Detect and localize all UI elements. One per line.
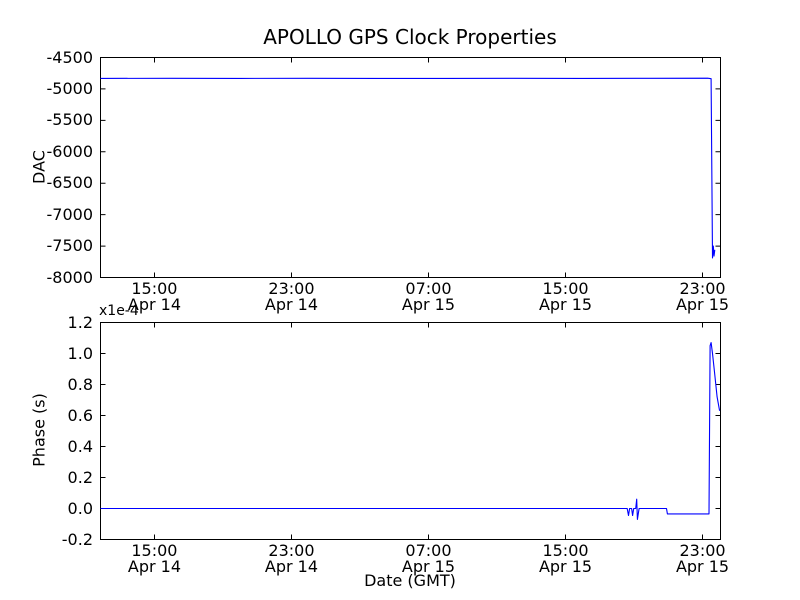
y-tick-label: -5500 [46, 110, 94, 130]
axes-frame [100, 57, 721, 278]
x-tick-date: Apr 15 [675, 295, 730, 314]
x-tick-label: 15:00 Apr 14 [94, 543, 214, 575]
x-tick-date: Apr 15 [401, 557, 456, 576]
x-tick-time: 15:00 [542, 279, 589, 298]
x-tick-time: 15:00 [131, 541, 178, 560]
x-tick-date: Apr 14 [127, 557, 181, 576]
y-tick-label: -5000 [46, 78, 94, 98]
y-tick-label: -6000 [46, 141, 94, 161]
y-tick-label: 0.0 [67, 498, 93, 518]
x-tick-label: 15:00 Apr 14 [94, 281, 214, 313]
x-tick-label: 23:00 Apr 14 [231, 281, 351, 313]
tick-marks [100, 57, 721, 278]
x-tick-label: 23:00 Apr 15 [643, 543, 763, 575]
x-tick-time: 15:00 [131, 279, 178, 298]
x-tick-label: 07:00 Apr 15 [368, 281, 488, 313]
axes-frame [100, 322, 721, 540]
x-tick-date: Apr 15 [401, 295, 456, 314]
x-tick-date: Apr 15 [538, 557, 593, 576]
x-axis-label: Date (GMT) [364, 571, 456, 590]
x-tick-time: 15:00 [542, 541, 589, 560]
x-tick-time: 23:00 [679, 541, 726, 560]
y-tick-label: 0.4 [67, 436, 93, 456]
y-offset-multiplier: x1e-4 [99, 303, 139, 319]
x-tick-time: 23:00 [268, 279, 315, 298]
y-tick-label: 1.2 [67, 312, 93, 332]
bottom-plot-phase-axes [100, 322, 721, 540]
y-tick-label: 0.2 [67, 467, 93, 487]
x-tick-time: 23:00 [268, 541, 315, 560]
y-tick-label: -7500 [46, 236, 94, 256]
phase-line [100, 342, 721, 520]
y-tick-label: -0.2 [61, 529, 93, 549]
phase-y-axis-label: Phase (s) [29, 393, 49, 467]
y-tick-label: 0.8 [67, 374, 93, 394]
x-tick-date: Apr 14 [264, 557, 319, 576]
y-tick-label: -8000 [46, 267, 94, 287]
x-tick-date: Apr 15 [538, 295, 593, 314]
top-plot-dac-axes [100, 57, 721, 278]
x-tick-date: Apr 14 [127, 295, 181, 314]
x-tick-date: Apr 14 [264, 295, 319, 314]
x-tick-label: 15:00 Apr 15 [506, 281, 626, 313]
x-tick-date: Apr 15 [675, 557, 730, 576]
x-tick-time: 07:00 [405, 279, 452, 298]
x-tick-label: 07:00 Apr 15 [368, 543, 488, 575]
y-tick-label: -7000 [46, 204, 94, 224]
x-tick-label: 15:00 Apr 15 [506, 543, 626, 575]
x-tick-label: 23:00 Apr 15 [643, 281, 763, 313]
y-tick-label: -6500 [46, 173, 94, 193]
y-tick-label: 1.0 [67, 343, 93, 363]
x-tick-label: 23:00 Apr 14 [231, 543, 351, 575]
tick-marks [100, 322, 721, 540]
dac-line [100, 77, 716, 259]
x-tick-time: 23:00 [679, 279, 726, 298]
x-tick-time: 07:00 [405, 541, 452, 560]
y-tick-label: 0.6 [67, 405, 93, 425]
y-tick-label: -4500 [46, 47, 94, 67]
chart-title: APOLLO GPS Clock Properties [263, 25, 557, 49]
